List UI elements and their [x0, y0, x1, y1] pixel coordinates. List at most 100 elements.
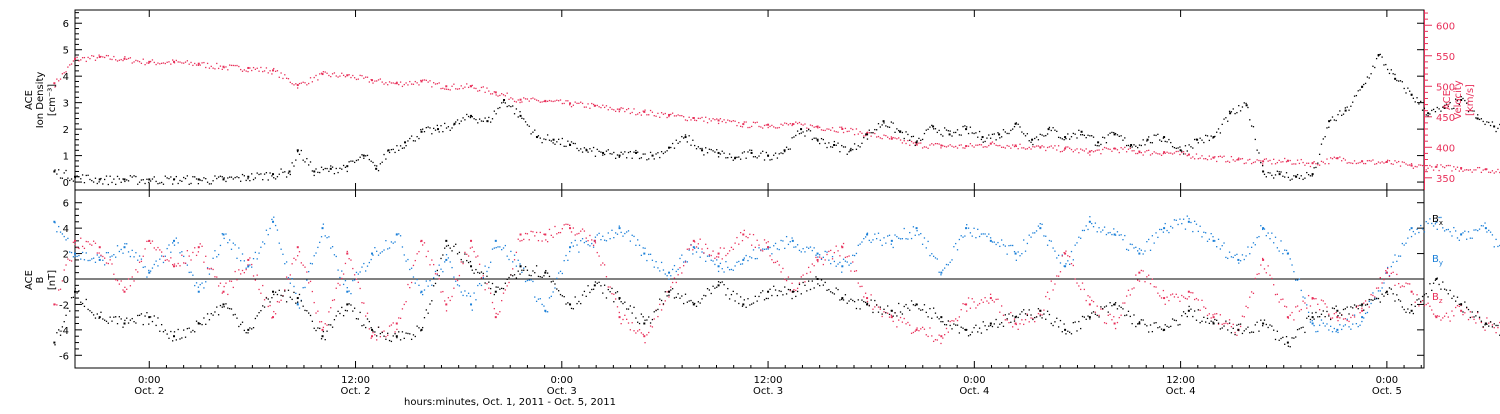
density-dot — [711, 149, 712, 150]
velocity-dot — [959, 145, 960, 146]
velocity-dot — [926, 147, 927, 148]
velocity-dot — [779, 127, 780, 128]
velocity-dot — [532, 97, 533, 98]
bx-dot — [1402, 306, 1403, 307]
density-dot — [1324, 136, 1325, 137]
density-dot — [729, 153, 730, 154]
bz-dot — [1073, 265, 1074, 266]
by-dot — [852, 255, 853, 256]
bx-dot — [229, 308, 230, 309]
velocity-dot — [814, 127, 815, 128]
bz-dot — [1426, 304, 1427, 305]
by-dot — [225, 233, 226, 234]
velocity-dot — [799, 122, 800, 123]
by-dot — [1041, 224, 1042, 225]
bz-dot — [387, 335, 388, 336]
by-dot — [1139, 248, 1140, 249]
density-dot — [64, 172, 65, 173]
by-dot — [782, 240, 783, 241]
by-dot — [393, 243, 394, 244]
density-dot — [536, 136, 537, 137]
bx-dot — [604, 285, 605, 286]
bx-dot — [986, 329, 987, 330]
velocity-dot — [646, 114, 647, 115]
bx-dot — [995, 319, 996, 320]
velocity-dot — [1137, 153, 1138, 154]
bx-dot — [1359, 305, 1360, 306]
by-dot — [194, 285, 195, 286]
by-dot — [1271, 233, 1272, 234]
by-dot — [196, 282, 197, 283]
velocity-dot — [304, 82, 305, 83]
velocity-dot — [1062, 151, 1063, 152]
velocity-dot — [1446, 165, 1447, 166]
density-dot — [545, 139, 546, 140]
bz-dot — [891, 315, 892, 316]
bz-dot — [233, 287, 234, 288]
bz-dot — [275, 313, 276, 314]
by-dot — [133, 256, 134, 257]
by-dot — [1262, 229, 1263, 230]
bz-point — [643, 335, 645, 337]
bz-dot — [646, 334, 647, 335]
density-dot — [530, 133, 531, 134]
velocity-dot — [1056, 149, 1057, 150]
bz-dot — [157, 247, 158, 248]
velocity-dot — [608, 109, 609, 110]
by-point — [1015, 253, 1017, 255]
velocity-dot — [869, 132, 870, 133]
density-dot — [165, 176, 166, 177]
density-dot — [527, 124, 528, 125]
bx-dot — [1172, 318, 1173, 319]
by-dot — [466, 295, 467, 296]
bx-dot — [1187, 316, 1188, 317]
bx-dot — [1100, 306, 1101, 307]
bx-dot — [242, 322, 243, 323]
density-dot — [1233, 108, 1234, 109]
bz-dot — [1196, 298, 1197, 299]
by-dot — [1170, 226, 1171, 227]
bz-dot — [473, 251, 474, 252]
velocity-dot — [727, 119, 728, 120]
bz-point — [1361, 310, 1363, 312]
density-dot — [1161, 141, 1162, 142]
density-dot — [959, 134, 960, 135]
velocity-dot — [494, 91, 495, 92]
density-dot — [1393, 73, 1394, 74]
density-dot — [1102, 137, 1103, 138]
bx-dot — [429, 303, 430, 304]
by-dot — [479, 283, 480, 284]
by-point — [124, 246, 126, 248]
velocity-point — [767, 124, 769, 126]
bx-dot — [301, 300, 302, 301]
density-dot — [876, 129, 877, 130]
bz-dot — [999, 312, 1000, 313]
bz-dot — [994, 301, 995, 302]
density-point — [1427, 112, 1429, 114]
density-dot — [598, 151, 599, 152]
bz-dot — [580, 231, 581, 232]
bz-dot — [67, 258, 68, 259]
bx-dot — [937, 316, 938, 317]
velocity-dot — [205, 67, 206, 68]
velocity-dot — [964, 148, 965, 149]
bz-dot — [1154, 286, 1155, 287]
bx-dot — [73, 297, 74, 298]
bx-dot — [1433, 283, 1434, 284]
by-dot — [1141, 250, 1142, 251]
by-dot — [317, 247, 318, 248]
bx-dot — [700, 302, 701, 303]
bz-dot — [132, 276, 133, 277]
bx-dot — [1280, 338, 1281, 339]
bz-dot — [1253, 293, 1254, 294]
velocity-dot — [1312, 163, 1313, 164]
velocity-dot — [870, 136, 871, 137]
bz-dot — [632, 322, 633, 323]
bz-dot — [249, 257, 250, 258]
density-dot — [549, 140, 550, 141]
bx-point — [990, 323, 992, 325]
by-dot — [304, 287, 305, 288]
bx-dot — [378, 327, 379, 328]
velocity-dot — [181, 62, 182, 63]
bz-dot — [773, 262, 774, 263]
